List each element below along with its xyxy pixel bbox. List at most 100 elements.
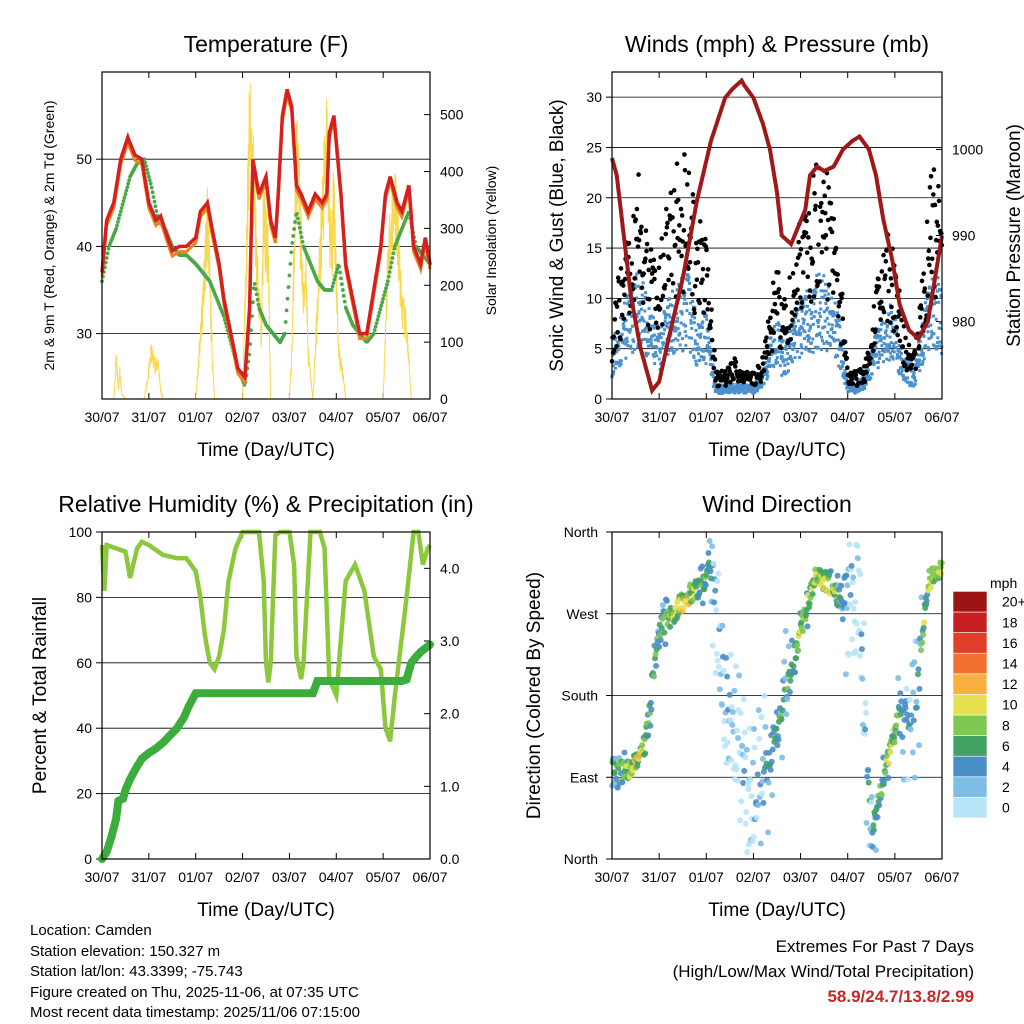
wind-point [820,339,824,343]
wind-point [617,360,621,364]
direction-point [859,675,866,682]
gust-point [697,219,703,224]
wind-point [646,330,650,334]
gust-point [686,170,692,176]
direction-point [782,675,789,682]
y2-tick-label: 990 [952,228,976,244]
dewpoint-point [122,195,127,200]
y-tick-label: West [566,606,598,622]
gust-point [799,305,804,310]
wind-point [934,317,938,321]
wind-point [798,331,802,335]
wind-point [653,338,657,342]
wind-point [924,344,928,348]
wind-point [702,358,706,362]
wind-point [801,321,805,325]
direction-point [709,642,716,649]
direction-point [639,742,646,749]
gust-point [919,306,924,311]
dewpoint-point [289,250,294,255]
direction-point [845,651,852,658]
x-tick-label: 04/07 [830,869,865,885]
dewpoint-point [333,274,338,278]
direction-point [662,641,669,648]
wind-point [909,369,913,373]
gust-point [800,270,806,275]
wind-point [808,308,812,312]
wind-point [807,329,811,333]
wind-point [802,318,806,322]
wind-point [836,354,840,358]
dewpoint-point [146,171,150,176]
wind-point [657,357,661,361]
wind-point [899,352,903,356]
wind-point [791,347,795,351]
gust-point [702,297,708,303]
wind-point [852,385,856,389]
wind-point [675,288,679,292]
wind-point [822,274,826,278]
wind-point [781,339,785,343]
wind-point [644,291,648,295]
gust-point [756,365,762,371]
wind-point [618,316,622,320]
gust-point [811,294,817,299]
gust-point [646,267,652,273]
wind-point [645,354,649,358]
wind-point [670,304,674,308]
direction-point [765,779,772,786]
wind-point [630,314,634,318]
gust-point [684,182,690,187]
direction-point [905,776,912,783]
dewpoint-point [290,241,295,245]
wind-point [778,364,782,368]
gust-point [653,320,659,326]
wind-point [927,337,931,341]
wind-point [861,387,865,391]
direction-point [784,696,791,703]
wind-point [808,349,812,353]
gust-point [731,376,736,382]
chart-title: Relative Humidity (%) & Precipitation (i… [58,491,473,517]
gust-point [900,344,906,349]
direction-point [839,616,846,623]
wind-point [666,325,670,329]
gust-point [824,246,829,251]
wind-point [896,349,900,353]
direction-point [769,792,776,799]
wind-point [639,300,643,304]
gust-point [925,293,930,298]
gust-point [787,275,792,280]
gust-point [929,269,934,275]
wind-point [644,337,648,341]
direction-point [916,685,923,692]
wind-point [611,364,615,368]
wind-point [721,390,725,394]
wind-point [641,281,645,285]
wind-point [663,328,667,332]
wind-point [818,301,822,305]
wind-point [800,309,804,313]
legend-swatch [952,694,988,716]
gust-point [774,311,780,316]
gust-point [795,287,800,293]
gust-point [794,300,800,305]
wind-point [813,345,817,349]
gust-point [763,338,768,344]
wind-point [778,328,782,332]
y2-tick-label: 2.0 [440,706,460,722]
gust-point [703,244,709,249]
wind-point [693,342,697,346]
gust-point [671,229,676,234]
gust-point [701,310,706,316]
dewpoint-point [282,331,287,336]
wind-point [830,327,834,331]
gust-point [833,245,839,251]
wind-point [759,383,763,387]
direction-point [727,717,734,724]
wind-point [817,318,821,322]
dewpoint-point [340,282,344,287]
direction-point [757,840,764,847]
gust-point [908,366,913,371]
direction-point [891,739,898,746]
